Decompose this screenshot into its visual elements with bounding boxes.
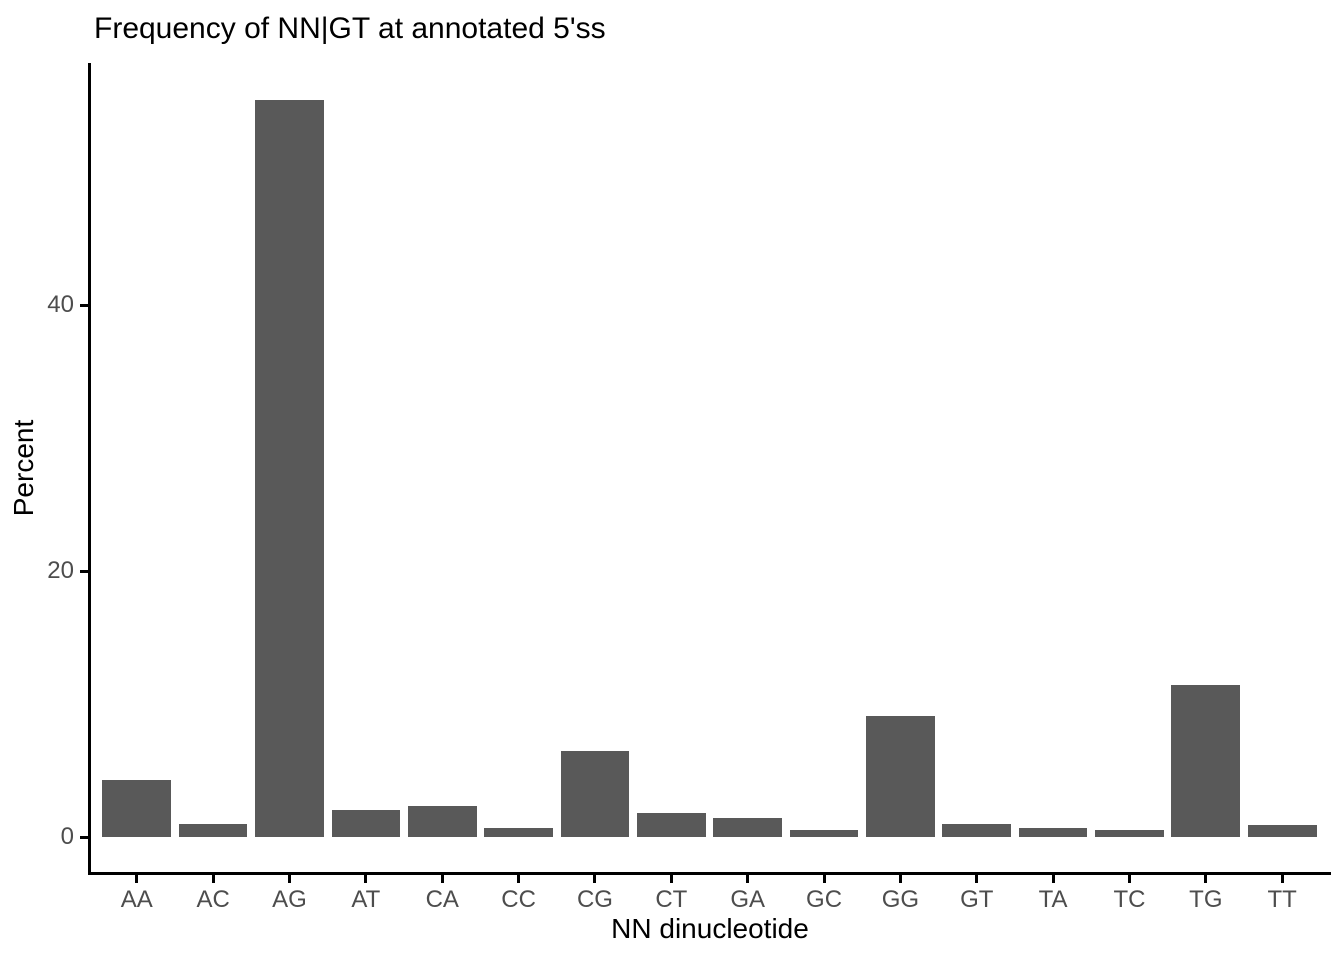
bar-GG bbox=[866, 715, 935, 837]
x-tick-label-TA: TA bbox=[1038, 886, 1068, 913]
x-tick-mark-GG bbox=[898, 875, 902, 883]
x-tick-mark-TC bbox=[1127, 875, 1131, 883]
x-tick-mark-AG bbox=[288, 875, 292, 883]
x-tick-mark-CT bbox=[669, 875, 673, 883]
chart-title: Frequency of NN|GT at annotated 5'ss bbox=[94, 12, 606, 45]
x-axis-line bbox=[88, 872, 1331, 875]
bar-CA bbox=[407, 806, 477, 837]
bar-TC bbox=[1095, 830, 1164, 837]
x-tick-mark-TA bbox=[1051, 875, 1055, 883]
bar-GC bbox=[789, 830, 859, 837]
x-axis-title: NN dinucleotide bbox=[611, 913, 809, 944]
bar-CT bbox=[636, 813, 706, 837]
bar-AA bbox=[102, 779, 172, 837]
x-tick-label-TC: TC bbox=[1113, 886, 1146, 913]
x-tick-label-CC: CC bbox=[501, 886, 536, 913]
x-tick-label-TT: TT bbox=[1267, 886, 1297, 913]
y-tick-mark-40 bbox=[80, 303, 88, 307]
x-tick-label-AC: AC bbox=[196, 886, 230, 913]
bar-CC bbox=[484, 827, 553, 837]
x-tick-mark-CC bbox=[517, 875, 521, 883]
x-tick-mark-TT bbox=[1280, 875, 1284, 883]
x-tick-mark-GT bbox=[975, 875, 979, 883]
x-tick-mark-TG bbox=[1204, 875, 1208, 883]
y-tick-mark-0 bbox=[80, 835, 88, 839]
x-tick-label-GG: GG bbox=[881, 886, 920, 913]
bar-AC bbox=[178, 823, 248, 837]
x-tick-mark-CA bbox=[440, 875, 444, 883]
x-tick-label-GT: GT bbox=[960, 886, 994, 913]
x-tick-mark-CG bbox=[593, 875, 597, 883]
bar-CG bbox=[560, 750, 630, 837]
bar-AG bbox=[255, 100, 324, 837]
y-axis-line bbox=[88, 63, 91, 875]
x-tick-label-TG: TG bbox=[1189, 886, 1223, 913]
x-tick-mark-AC bbox=[211, 875, 215, 883]
y-tick-label-0: 0 bbox=[60, 823, 74, 850]
y-tick-label-40: 40 bbox=[47, 291, 74, 318]
bar-GT bbox=[942, 823, 1012, 837]
bar-GA bbox=[713, 818, 783, 837]
bar-TG bbox=[1171, 685, 1241, 837]
x-tick-mark-AA bbox=[135, 875, 139, 883]
x-tick-label-CT: CT bbox=[655, 886, 688, 913]
x-tick-mark-AT bbox=[364, 875, 368, 883]
x-tick-label-GC: GC bbox=[806, 886, 843, 913]
bar-TA bbox=[1018, 827, 1088, 837]
y-tick-label-20: 20 bbox=[47, 557, 74, 584]
y-tick-mark-20 bbox=[80, 569, 88, 573]
x-tick-mark-GC bbox=[822, 875, 826, 883]
x-tick-label-AA: AA bbox=[120, 886, 153, 913]
bar-AT bbox=[331, 810, 401, 837]
x-tick-mark-GA bbox=[746, 875, 750, 883]
x-tick-label-CA: CA bbox=[425, 886, 459, 913]
x-tick-label-GA: GA bbox=[730, 886, 766, 913]
x-tick-label-AG: AG bbox=[272, 886, 307, 913]
bar-TT bbox=[1247, 825, 1317, 837]
x-tick-label-CG: CG bbox=[576, 886, 613, 913]
x-tick-label-AT: AT bbox=[351, 886, 381, 913]
